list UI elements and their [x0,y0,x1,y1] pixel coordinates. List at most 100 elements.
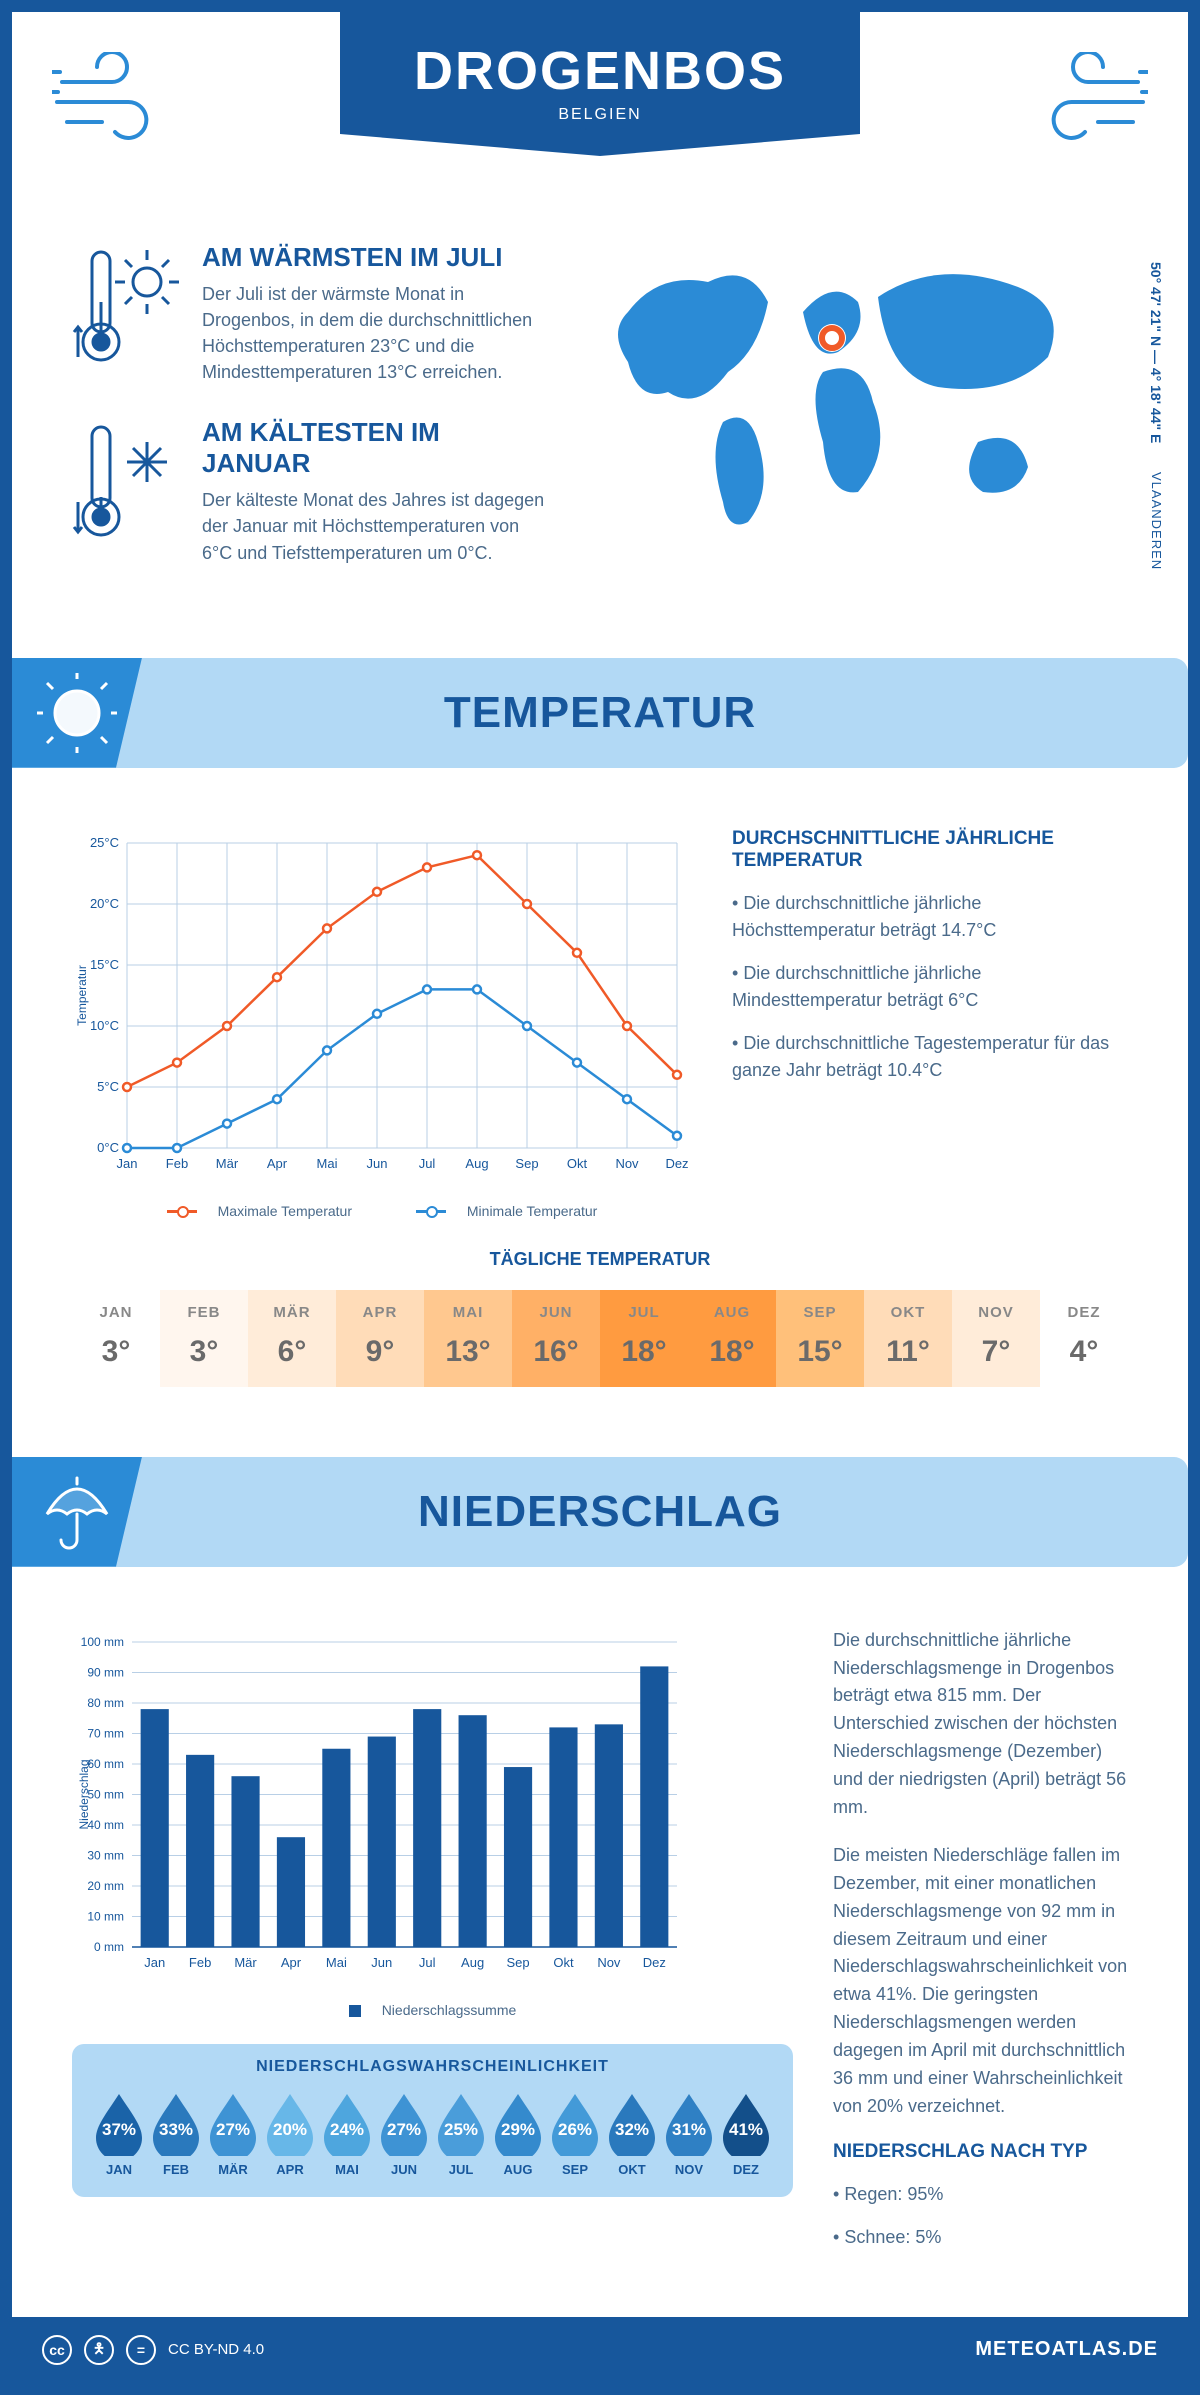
nd-icon: = [126,2335,156,2365]
country-subtitle: BELGIEN [360,106,840,124]
svg-text:10 mm: 10 mm [87,1909,124,1923]
svg-text:100 mm: 100 mm [81,1635,124,1649]
svg-text:90 mm: 90 mm [87,1665,124,1679]
cold-fact: AM KÄLTESTEN IM JANUAR Der kälteste Mona… [72,417,548,565]
precip-type-item: Regen: 95% [833,2181,1128,2208]
svg-text:Jul: Jul [419,1156,436,1171]
temp-info-item: Die durchschnittliche jährliche Mindestt… [732,960,1128,1014]
daily-temp-cell: NOV7° [952,1290,1040,1387]
daily-temp-cell: OKT11° [864,1290,952,1387]
region-label: VLAANDEREN [1149,472,1164,570]
svg-text:Aug: Aug [461,1955,484,1970]
svg-text:Apr: Apr [267,1156,288,1171]
daily-temp-cell: DEZ4° [1040,1290,1128,1387]
svg-text:30 mm: 30 mm [87,1848,124,1862]
svg-text:Jan: Jan [117,1156,138,1171]
svg-text:5°C: 5°C [97,1079,119,1094]
svg-text:0 mm: 0 mm [94,1940,124,1954]
temp-info-item: Die durchschnittliche Tagestemperatur fü… [732,1030,1128,1084]
svg-text:60 mm: 60 mm [87,1757,124,1771]
svg-text:Feb: Feb [166,1156,188,1171]
svg-text:80 mm: 80 mm [87,1696,124,1710]
svg-text:Apr: Apr [281,1955,302,1970]
svg-text:Dez: Dez [665,1156,688,1171]
svg-text:Sep: Sep [515,1156,538,1171]
precip-heading: NIEDERSCHLAG [418,1487,782,1537]
svg-text:Okt: Okt [567,1156,588,1171]
cc-icon: cc [42,2335,72,2365]
daily-temp-cell: FEB3° [160,1290,248,1387]
svg-text:10°C: 10°C [90,1018,119,1033]
svg-text:15°C: 15°C [90,957,119,972]
world-map: 50° 47' 21" N — 4° 18' 44" E VLAANDEREN [588,242,1128,598]
svg-text:Jun: Jun [367,1156,388,1171]
daily-temp-cell: SEP15° [776,1290,864,1387]
prob-drop: 20%APR [263,2090,317,2177]
temp-info-title: DURCHSCHNITTLICHE JÄHRLICHE TEMPERATUR [732,828,1128,872]
prob-drop: 31%NOV [662,2090,716,2177]
svg-text:70 mm: 70 mm [87,1726,124,1740]
precip-type-item: Schnee: 5% [833,2224,1128,2251]
daily-temp-cell: JUN16° [512,1290,600,1387]
temp-line-chart: 0°C5°C10°C15°C20°C25°CJanFebMärAprMaiJun… [72,828,692,1219]
temp-info: DURCHSCHNITTLICHE JÄHRLICHE TEMPERATUR D… [732,828,1128,1219]
prob-drop: 33%FEB [149,2090,203,2177]
svg-text:Aug: Aug [465,1156,488,1171]
prob-drop: 41%DEZ [719,2090,773,2177]
warm-text: Der Juli ist der wärmste Monat in Drogen… [202,281,548,385]
warm-fact: AM WÄRMSTEN IM JULI Der Juli ist der wär… [72,242,548,385]
svg-text:Sep: Sep [506,1955,529,1970]
svg-text:Temperatur: Temperatur [75,965,89,1026]
svg-text:0°C: 0°C [97,1140,119,1155]
temp-legend: Maximale Temperatur Minimale Temperatur [72,1203,692,1219]
by-icon: 🯅 [84,2335,114,2365]
facts-map-row: AM WÄRMSTEN IM JULI Der Juli ist der wär… [12,212,1188,628]
svg-text:20°C: 20°C [90,896,119,911]
precip-text-2: Die meisten Niederschläge fallen im Deze… [833,1842,1128,2121]
svg-text:Niederschlag: Niederschlag [77,1759,91,1829]
prob-drop: 27%JUN [377,2090,431,2177]
cold-title: AM KÄLTESTEN IM JANUAR [202,417,548,479]
temp-section-header: TEMPERATUR [12,658,1188,768]
prob-drop: 24%MAI [320,2090,374,2177]
site-name: METEOATLAS.DE [975,2338,1158,2361]
temp-heading: TEMPERATUR [444,688,756,738]
svg-text:Nov: Nov [615,1156,639,1171]
svg-text:Okt: Okt [553,1955,574,1970]
wind-icon [1018,52,1148,147]
svg-text:Dez: Dez [643,1955,666,1970]
daily-temp-cell: JUL18° [600,1290,688,1387]
svg-text:Jun: Jun [371,1955,392,1970]
prob-drop: 29%AUG [491,2090,545,2177]
title-banner: DROGENBOS BELGIEN [340,12,860,134]
precip-bar-chart: 0 mm10 mm20 mm30 mm40 mm50 mm60 mm70 mm8… [72,1627,793,2267]
precip-info: Die durchschnittliche jährliche Niedersc… [833,1627,1128,2267]
svg-text:Nov: Nov [597,1955,621,1970]
daily-temp-cell: MAI13° [424,1290,512,1387]
sun-icon [12,658,142,768]
daily-temp-cell: JAN3° [72,1290,160,1387]
prob-drop: 32%OKT [605,2090,659,2177]
svg-text:Mär: Mär [234,1955,257,1970]
daily-temp-cell: APR9° [336,1290,424,1387]
footer: cc 🯅 = CC BY-ND 4.0 METEOATLAS.DE [12,2317,1188,2383]
precip-legend: Niederschlagssumme [72,2002,793,2018]
svg-text:Feb: Feb [189,1955,211,1970]
prob-drop: 37%JAN [92,2090,146,2177]
svg-text:Mai: Mai [326,1955,347,1970]
svg-text:Jan: Jan [144,1955,165,1970]
daily-temp-cell: MÄR6° [248,1290,336,1387]
prob-drop: 27%MÄR [206,2090,260,2177]
svg-text:25°C: 25°C [90,835,119,850]
daily-temp-table: TÄGLICHE TEMPERATUR JAN3°FEB3°MÄR6°APR9°… [12,1239,1188,1427]
svg-text:Mär: Mär [216,1156,239,1171]
svg-text:50 mm: 50 mm [87,1787,124,1801]
header: DROGENBOS BELGIEN [12,12,1188,212]
svg-text:Jul: Jul [419,1955,436,1970]
thermometer-sun-icon [72,242,182,385]
svg-text:20 mm: 20 mm [87,1879,124,1893]
prob-drop: 26%SEP [548,2090,602,2177]
cold-text: Der kälteste Monat des Jahres ist dagege… [202,487,548,565]
warm-title: AM WÄRMSTEN IM JULI [202,242,548,273]
daily-temp-cell: AUG18° [688,1290,776,1387]
